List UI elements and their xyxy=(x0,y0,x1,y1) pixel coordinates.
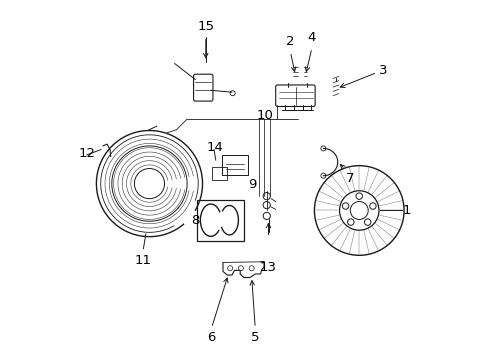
Text: 3: 3 xyxy=(378,64,386,77)
Text: 12: 12 xyxy=(79,147,96,160)
Text: 4: 4 xyxy=(307,31,315,44)
Bar xyxy=(212,167,226,180)
Text: 6: 6 xyxy=(207,331,215,344)
Text: 14: 14 xyxy=(206,141,224,154)
Text: 10: 10 xyxy=(257,109,273,122)
Text: 2: 2 xyxy=(285,35,294,48)
Text: 5: 5 xyxy=(250,331,259,344)
Bar xyxy=(222,155,247,175)
Text: 1: 1 xyxy=(402,204,411,217)
Text: 11: 11 xyxy=(135,253,152,266)
Bar xyxy=(197,200,244,241)
Text: 8: 8 xyxy=(191,214,200,227)
Text: 9: 9 xyxy=(247,178,256,191)
Text: 15: 15 xyxy=(197,20,214,33)
Text: 7: 7 xyxy=(346,172,354,185)
Text: 13: 13 xyxy=(260,261,277,274)
